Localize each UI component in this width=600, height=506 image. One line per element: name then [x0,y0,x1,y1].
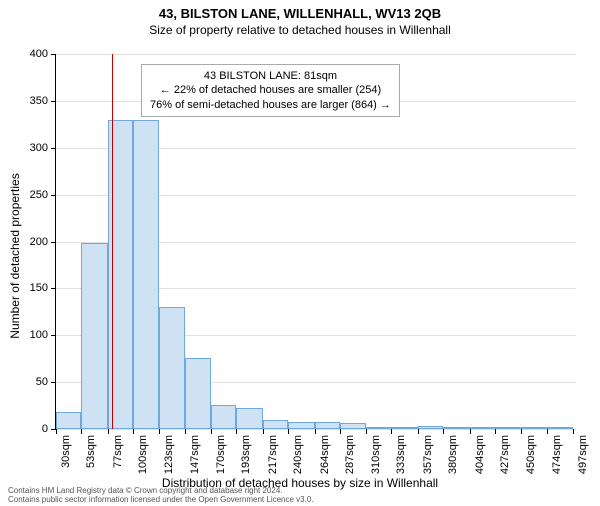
histogram-bar [133,120,158,429]
histogram-bar [185,358,210,429]
y-axis-title: Number of detached properties [8,173,22,338]
histogram-bar [495,427,520,429]
x-tick [340,429,341,434]
footer-line-1: Contains HM Land Registry data © Crown c… [8,486,314,496]
x-tick [521,429,522,434]
histogram-bar [56,412,81,429]
histogram-bar [547,427,572,429]
y-tick [51,195,56,196]
x-tick-label: 53sqm [85,435,97,468]
y-tick-label: 300 [30,142,48,154]
x-tick [418,429,419,434]
x-tick [159,429,160,434]
y-tick [51,288,56,289]
histogram-bar [211,405,236,429]
x-tick [495,429,496,434]
x-tick [443,429,444,434]
chart-title: 43, BILSTON LANE, WILLENHALL, WV13 2QB [0,6,600,21]
x-tick-label: 123sqm [163,435,175,474]
y-tick [51,335,56,336]
annotation-line-1: 43 BILSTON LANE: 81sqm [150,69,391,83]
x-tick [81,429,82,434]
y-tick-label: 0 [42,423,48,435]
y-tick [51,242,56,243]
footer-line-2: Contains public sector information licen… [8,495,314,505]
x-tick [315,429,316,434]
x-tick [288,429,289,434]
histogram-bar [81,243,108,429]
y-tick-label: 200 [30,236,48,248]
x-tick-label: 240sqm [292,435,304,474]
x-tick-label: 287sqm [344,435,356,474]
y-tick [51,148,56,149]
x-tick [185,429,186,434]
x-tick-label: 77sqm [112,435,124,468]
x-tick-label: 404sqm [474,435,486,474]
x-tick-label: 310sqm [370,435,382,474]
histogram-bar [443,427,470,429]
x-tick-label: 193sqm [240,435,252,474]
x-tick [366,429,367,434]
x-tick [573,429,574,434]
x-tick-label: 474sqm [551,435,563,474]
x-tick-label: 217sqm [267,435,279,474]
x-tick-label: 497sqm [577,435,589,474]
y-tick-label: 150 [30,282,48,294]
histogram-bar [315,422,340,430]
x-tick [236,429,237,434]
x-tick [263,429,264,434]
x-tick-label: 170sqm [215,435,227,474]
x-tick [391,429,392,434]
y-tick [51,54,56,55]
x-tick-label: 264sqm [319,435,331,474]
x-tick-label: 450sqm [525,435,537,474]
x-tick [470,429,471,434]
y-tick-label: 50 [36,376,48,388]
x-tick-label: 380sqm [447,435,459,474]
annotation-line-3: 76% of semi-detached houses are larger (… [150,98,391,112]
x-tick-label: 427sqm [499,435,511,474]
x-tick-label: 357sqm [422,435,434,474]
x-tick-label: 100sqm [137,435,149,474]
y-tick [51,382,56,383]
y-tick-label: 400 [30,48,48,60]
histogram-bar [340,423,365,429]
annotation-line-2: ← 22% of detached houses are smaller (25… [150,83,391,97]
x-tick [547,429,548,434]
x-tick-label: 147sqm [189,435,201,474]
y-tick-label: 350 [30,95,48,107]
chart-subtitle: Size of property relative to detached ho… [0,23,600,37]
footer: Contains HM Land Registry data © Crown c… [8,486,314,505]
histogram-bar [521,427,548,429]
x-tick [133,429,134,434]
plot-area: 05010015020025030035040030sqm53sqm77sqm1… [55,54,576,430]
histogram-bar [159,307,186,429]
x-tick-label: 30sqm [60,435,72,468]
histogram-bar [236,408,263,429]
marker-line [112,54,113,429]
annotation-box: 43 BILSTON LANE: 81sqm ← 22% of detached… [141,64,400,117]
x-tick [56,429,57,434]
y-tick [51,101,56,102]
x-tick [108,429,109,434]
y-tick-label: 250 [30,189,48,201]
histogram-bar [470,427,495,429]
histogram-bar [288,422,315,430]
histogram-bar [366,427,391,429]
x-tick-label: 333sqm [395,435,407,474]
x-tick [211,429,212,434]
y-tick-label: 100 [30,329,48,341]
histogram-bar [391,427,418,429]
grid-line [56,54,576,55]
histogram-bar [263,420,288,429]
histogram-bar [418,426,443,429]
